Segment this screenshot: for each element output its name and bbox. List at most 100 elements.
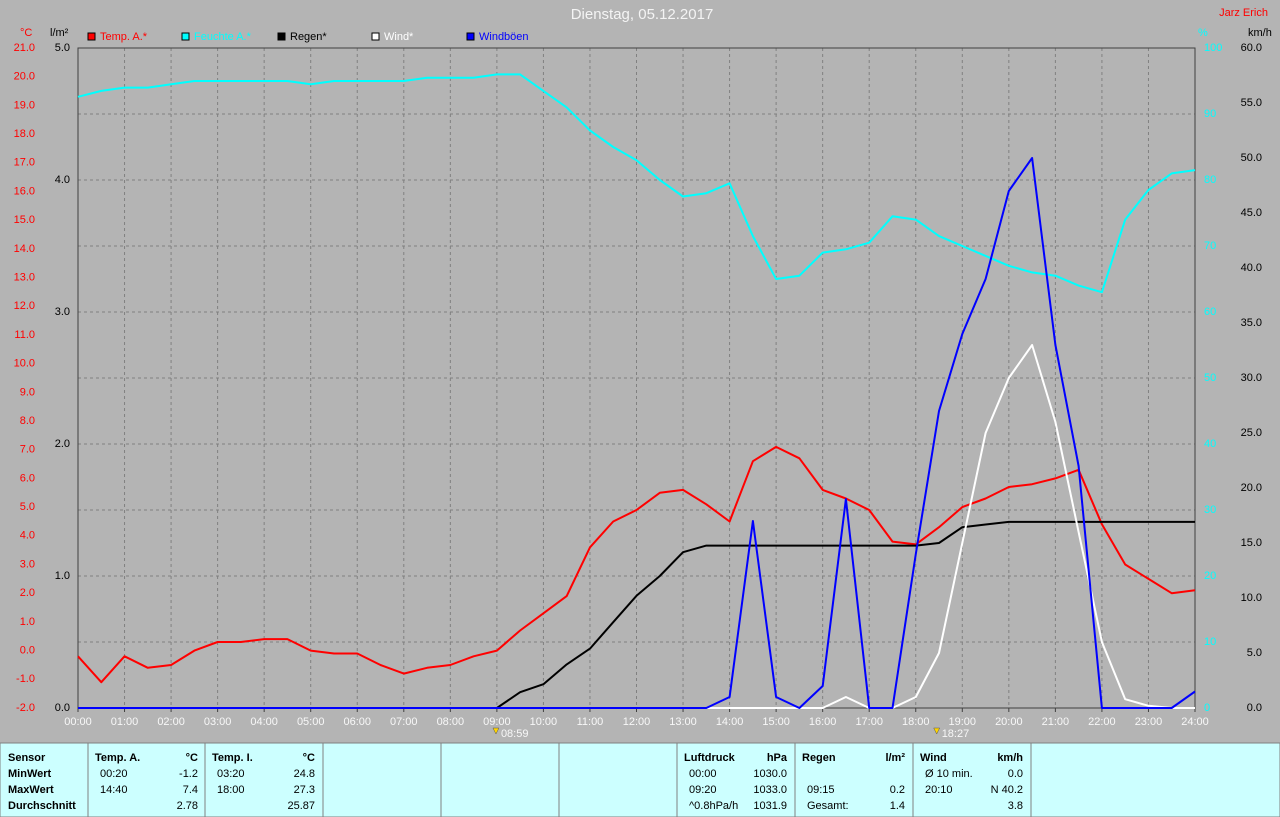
row-label: MaxWert	[8, 784, 54, 796]
legend-swatch	[371, 32, 380, 41]
series-line	[77, 445, 1196, 684]
y-tick-label: 40	[1204, 438, 1216, 450]
y-tick-label: 90	[1204, 108, 1216, 120]
cell-value: 1030.0	[753, 768, 787, 780]
y-tick-label: 7.0	[20, 444, 35, 456]
column-header: Temp. A.	[95, 752, 140, 764]
series-line	[77, 73, 1196, 294]
y-tick-label: 60.0	[1241, 42, 1262, 54]
x-tick-label: 19:00	[949, 716, 977, 728]
annotation-label: 18:27	[942, 728, 970, 740]
column-header: Temp. I.	[212, 752, 253, 764]
y-tick-label: 35.0	[1241, 317, 1262, 329]
legend-label: Temp. A.*	[100, 31, 148, 43]
y-tick-label: 55.0	[1241, 97, 1262, 109]
axis-unit: km/h	[1248, 27, 1272, 39]
chart-title: Dienstag, 05.12.2017	[571, 6, 714, 23]
y-tick-label: 25.0	[1241, 427, 1262, 439]
legend-swatch	[181, 32, 190, 41]
x-tick-label: 13:00	[669, 716, 697, 728]
y-tick-label: 100	[1204, 42, 1222, 54]
column-unit: °C	[186, 752, 198, 764]
y-tick-label: 5.0	[1247, 647, 1262, 659]
y-tick-label: 15.0	[1241, 537, 1262, 549]
y-tick-label: 30.0	[1241, 372, 1262, 384]
y-tick-label: 50.0	[1241, 152, 1262, 164]
x-tick-label: 09:00	[483, 716, 511, 728]
y-tick-label: 10.0	[1241, 592, 1262, 604]
x-tick-label: 14:00	[716, 716, 744, 728]
x-tick-label: 03:00	[204, 716, 232, 728]
x-tick-label: 08:00	[437, 716, 465, 728]
legend-label: Wind*	[384, 31, 414, 43]
column-header: Wind	[920, 752, 947, 764]
legend-label: Regen*	[290, 31, 327, 43]
y-tick-label: 40.0	[1241, 262, 1262, 274]
y-tick-label: 1.0	[55, 570, 70, 582]
x-tick-label: 15:00	[762, 716, 790, 728]
sun-icon	[492, 727, 500, 735]
x-tick-label: 02:00	[157, 716, 185, 728]
y-tick-label: 20.0	[14, 71, 35, 83]
y-tick-label: 50	[1204, 372, 1216, 384]
y-tick-label: 20	[1204, 570, 1216, 582]
y-tick-label: 6.0	[20, 472, 35, 484]
x-tick-label: 21:00	[1042, 716, 1070, 728]
cell-time: 00:20	[100, 768, 128, 780]
x-tick-label: 22:00	[1088, 716, 1116, 728]
cell-time: 20:10	[925, 784, 953, 796]
y-tick-label: 20.0	[1241, 482, 1262, 494]
cell-value: 2.78	[177, 800, 198, 812]
y-tick-label: 11.0	[14, 329, 35, 341]
x-tick-label: 16:00	[809, 716, 837, 728]
column-unit: km/h	[997, 752, 1023, 764]
x-tick-label: 20:00	[995, 716, 1023, 728]
y-tick-label: 5.0	[20, 501, 35, 513]
y-tick-label: 19.0	[14, 99, 35, 111]
y-tick-label: 12.0	[14, 300, 35, 312]
cell-value: 0.2	[890, 784, 905, 796]
cell-value: 1033.0	[753, 784, 787, 796]
y-tick-label: 2.0	[20, 587, 35, 599]
cell-time: 00:00	[689, 768, 717, 780]
table-header: Sensor	[8, 752, 46, 764]
y-tick-label: 15.0	[14, 214, 35, 226]
cell-value: 27.3	[294, 784, 315, 796]
cell-time: 03:20	[217, 768, 245, 780]
legend-label: Feuchte A.*	[194, 31, 252, 43]
x-tick-label: 07:00	[390, 716, 418, 728]
y-tick-label: 13.0	[14, 271, 35, 283]
axis-unit: %	[1198, 27, 1208, 39]
y-tick-label: 5.0	[55, 42, 70, 54]
cell-value: 3.8	[1008, 800, 1023, 812]
x-tick-label: 04:00	[250, 716, 278, 728]
y-tick-label: 3.0	[55, 306, 70, 318]
author: Jarz Erich	[1219, 7, 1268, 19]
axis-unit: °C	[20, 27, 32, 39]
cell-time: Ø 10 min.	[925, 768, 973, 780]
y-tick-label: 21.0	[14, 42, 35, 54]
stats-panel	[0, 742, 1280, 817]
y-tick-label: 1.0	[20, 616, 35, 628]
y-tick-label: 16.0	[14, 185, 35, 197]
column-unit: hPa	[767, 752, 788, 764]
y-tick-label: 80	[1204, 174, 1216, 186]
row-label: Durchschnitt	[8, 800, 76, 812]
y-tick-label: -1.0	[16, 673, 35, 685]
cell-time: 09:20	[689, 784, 717, 796]
x-tick-label: 23:00	[1135, 716, 1163, 728]
cell-value: 1.4	[890, 800, 905, 812]
y-tick-label: -2.0	[16, 702, 35, 714]
y-tick-label: 0.0	[1247, 702, 1262, 714]
cell-value: 24.8	[294, 768, 315, 780]
y-tick-label: 14.0	[14, 243, 35, 255]
column-unit: l/m²	[885, 752, 905, 764]
x-tick-label: 01:00	[111, 716, 139, 728]
x-tick-label: 24:00	[1181, 716, 1209, 728]
cell-value: 25.87	[287, 800, 315, 812]
x-tick-label: 05:00	[297, 716, 325, 728]
x-tick-label: 12:00	[623, 716, 651, 728]
column-unit: °C	[303, 752, 315, 764]
y-tick-label: 10	[1204, 636, 1216, 648]
